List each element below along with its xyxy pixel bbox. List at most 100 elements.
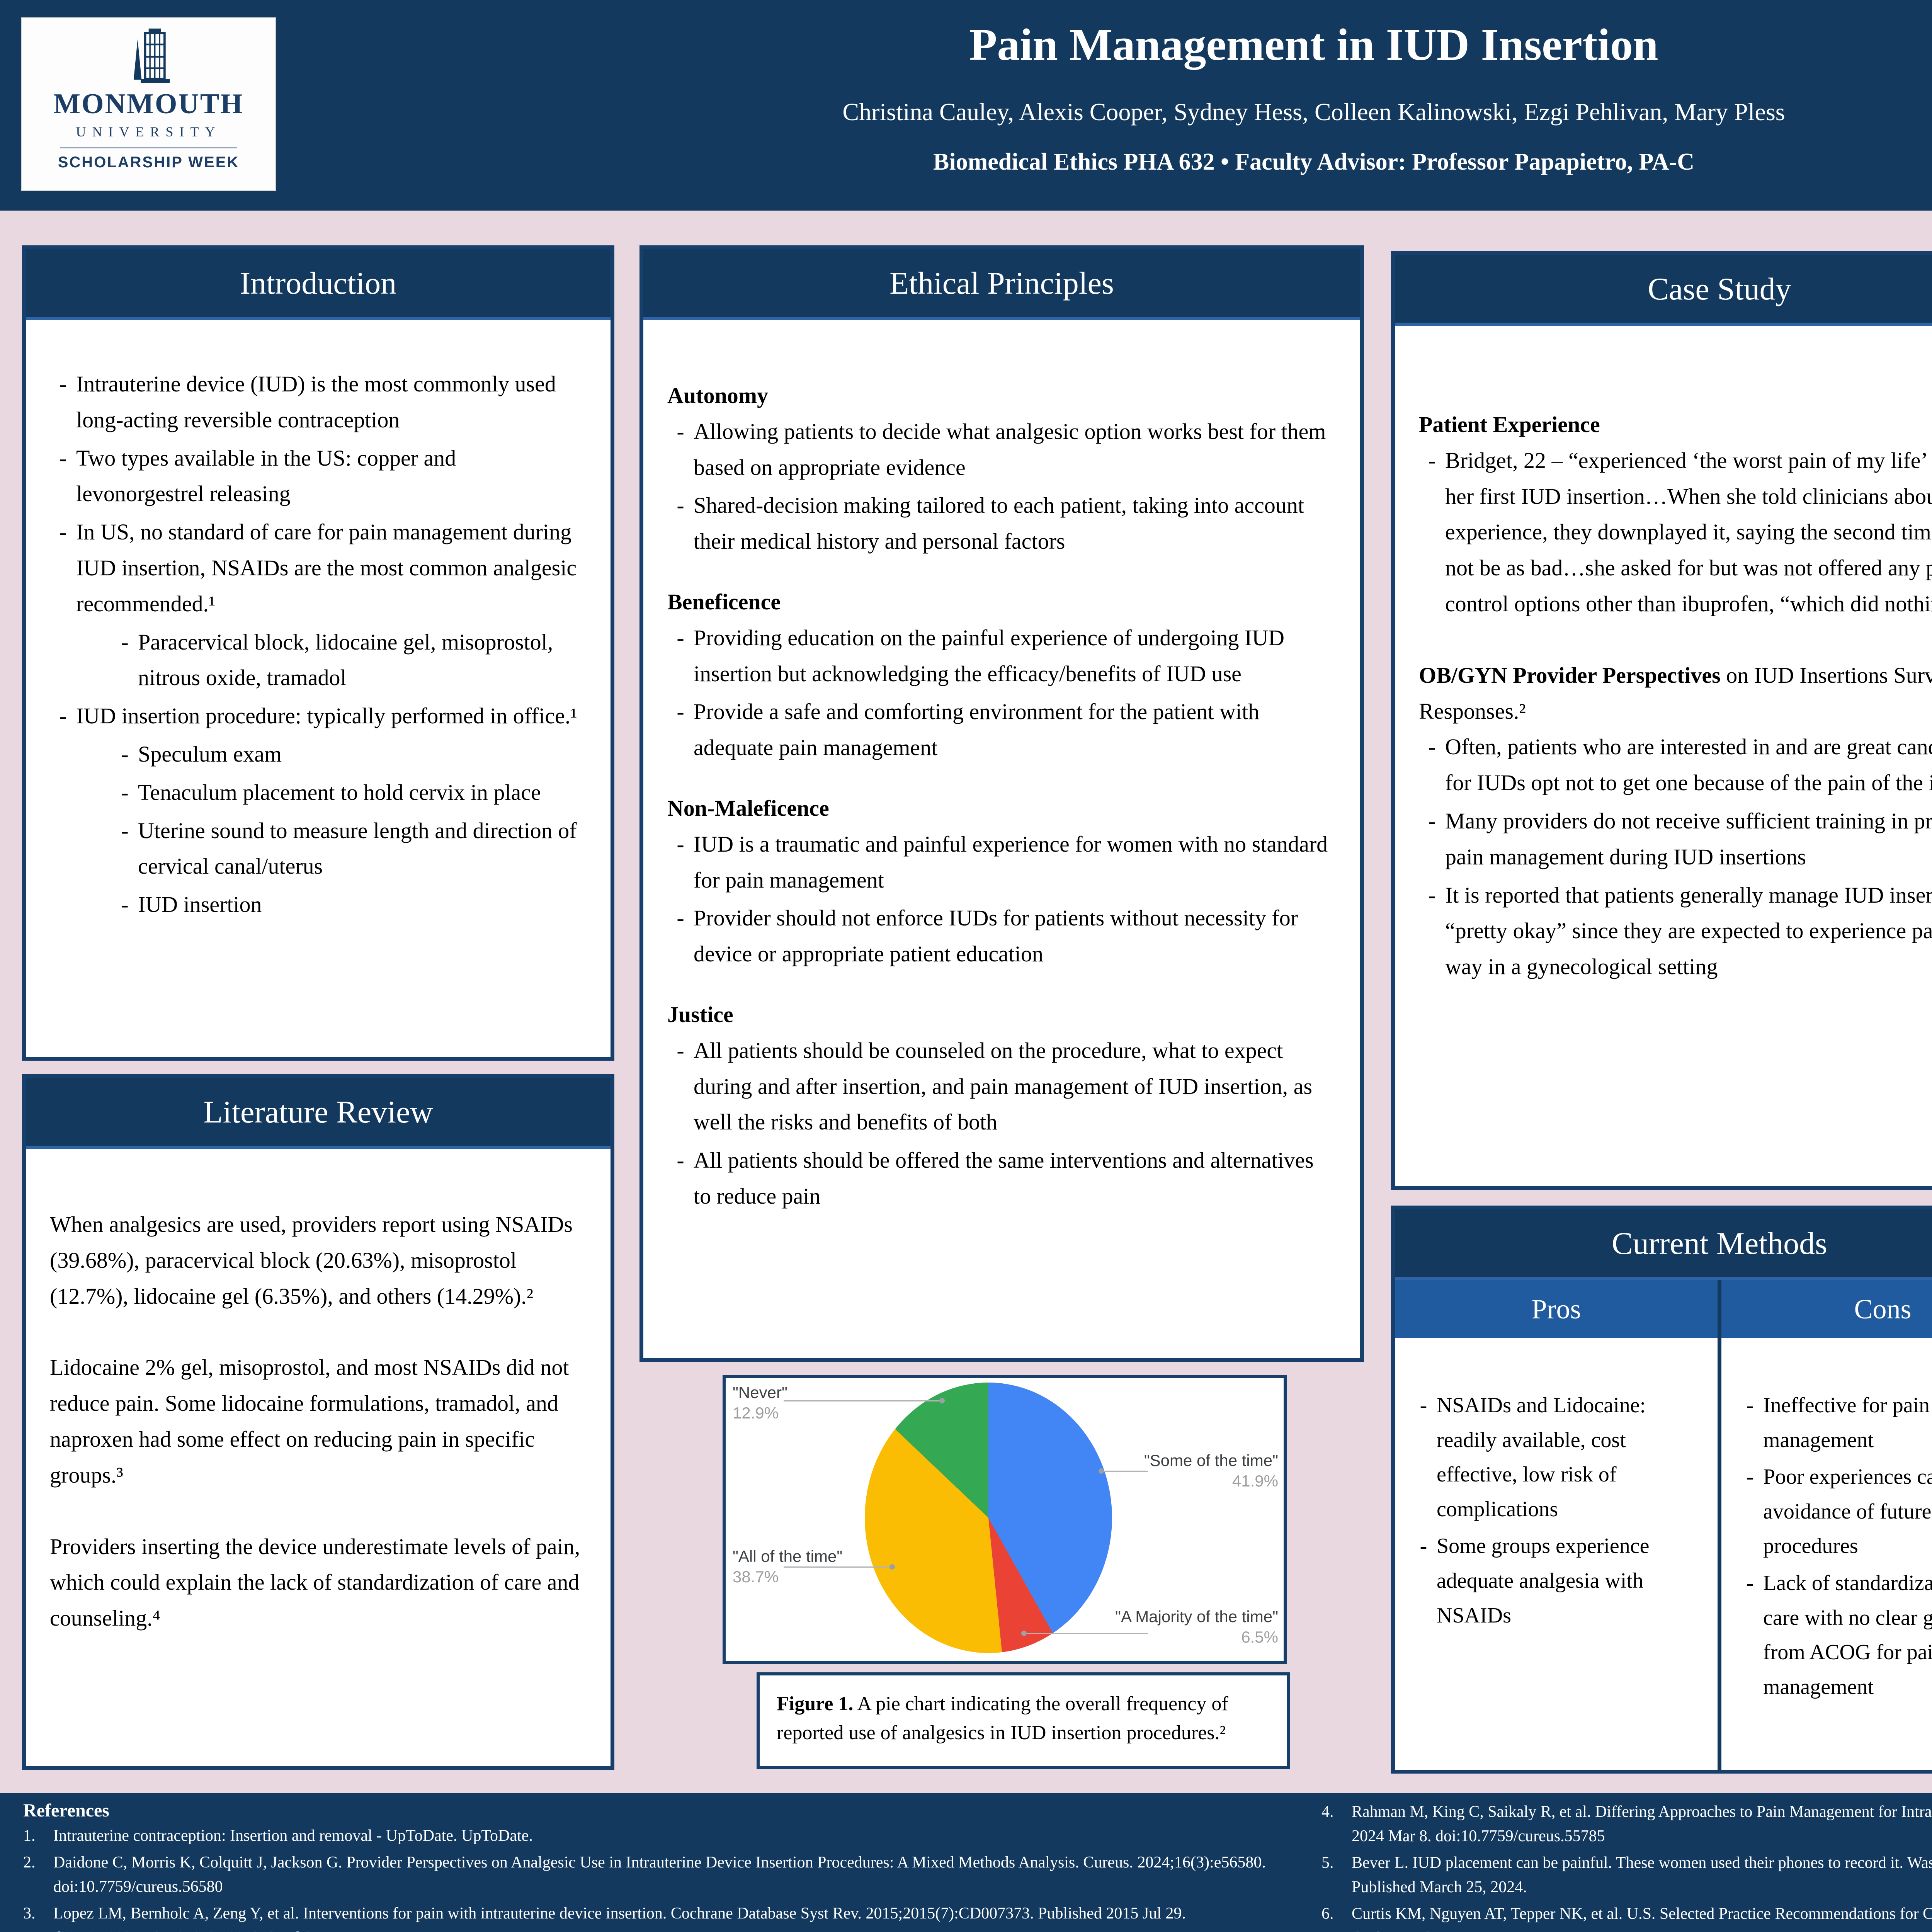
bullet-item: - Many providers do not receive sufficien… <box>1419 803 1932 875</box>
bullet-item: - Some groups experience adequate analges… <box>1410 1529 1702 1633</box>
bullet-marker: - <box>677 1148 684 1173</box>
paragraph: When analgesics are used, providers repo… <box>50 1212 573 1309</box>
bullet-text: IUD insertion <box>138 892 262 917</box>
bullet-item: - Provider should not enforce IUDs for pa… <box>667 900 1336 972</box>
bullet-marker: - <box>1746 1571 1754 1595</box>
bullet-text: All patients should be offered the same … <box>694 1148 1314 1209</box>
bullet-item: - IUD insertion procedure: typically perf… <box>50 698 587 734</box>
figure1-pie-panel: "Never" 12.9% "Some of the time" 41.9% "… <box>723 1375 1287 1664</box>
logo-left-divider <box>60 147 237 148</box>
bullet-text: It is reported that patients generally m… <box>1445 882 1932 980</box>
bullet-item: - Bridget, 22 – “experienced ‘the worst p… <box>1419 443 1932 622</box>
section-introduction-header: Introduction <box>26 249 611 320</box>
pie-label-all-text: "All of the time" <box>733 1547 843 1565</box>
bullet-item: - Often, patients who are interested in a… <box>1419 729 1932 801</box>
bullet-marker: - <box>1420 1534 1427 1558</box>
bullet-item: - Two types available in the US: copper a… <box>50 440 587 512</box>
references-left-column: 1. Intrauterine contraception: Insertion … <box>23 1824 1291 1932</box>
bullet-marker: - <box>677 1037 684 1063</box>
reference-item: 5. Bever L. IUD placement can be painful.… <box>1321 1851 1932 1900</box>
bullet-item: - It is reported that patients generally … <box>1419 878 1932 985</box>
bullet-text: Speculum exam <box>138 741 282 767</box>
bullet-item: - Intrauterine device (IUD) is the most c… <box>50 366 587 438</box>
methods-cons-header: Cons <box>1721 1280 1932 1338</box>
methods-divider-body <box>1718 1338 1721 1770</box>
bullet-item: - Allowing patients to decide what analge… <box>667 414 1336 486</box>
bullet-marker: - <box>1428 734 1436 760</box>
bullet-text: IUD insertion procedure: typically perfo… <box>76 703 577 729</box>
principle-heading: Non-Maleficence <box>667 795 829 821</box>
bullet-marker: - <box>1428 882 1436 908</box>
pie-label-some-value: 41.9% <box>1232 1471 1278 1490</box>
pie-label-some: "Some of the time" 41.9% <box>1124 1451 1278 1491</box>
bullet-text: Many providers do not receive sufficient… <box>1445 808 1932 869</box>
figure1-caption-box: Figure 1. A pie chart indicating the ove… <box>757 1672 1290 1769</box>
case-provider-bullets: - Often, patients who are interested in a… <box>1419 729 1932 985</box>
reference-number: 2. <box>23 1854 36 1871</box>
bullet-text: Ineffective for pain management <box>1763 1393 1930 1452</box>
section-methods-header: Current Methods <box>1395 1209 1932 1280</box>
bullet-text: Two types available in the US: copper an… <box>76 445 456 507</box>
pie-label-never: "Never" 12.9% <box>733 1383 787 1423</box>
logo-scholarship-week: MONMOUTH UNIVERSITY SCHOLARSHIP WEEK <box>21 17 276 191</box>
pie-label-some-text: "Some of the time" <box>1144 1451 1278 1469</box>
section-ethics-header: Ethical Principles <box>643 249 1360 320</box>
reference-number: 1. <box>23 1827 36 1845</box>
bullet-item: - Uterine sound to measure length and dir… <box>50 813 587 885</box>
bullet-text: Tenaculum placement to hold cervix in pl… <box>138 779 541 805</box>
bullet-item: -Poor experiences can lead to avoidance … <box>1737 1460 1932 1564</box>
bullet-marker: - <box>677 905 684 931</box>
bullet-text: Paracervical block, lidocaine gel, misop… <box>138 629 553 690</box>
bullet-marker: - <box>121 779 129 805</box>
bullet-item: - Tenaculum placement to hold cervix in p… <box>50 775 587 811</box>
bullet-marker: - <box>677 418 684 444</box>
bullet-marker: - <box>121 741 129 767</box>
methods-pros-label: Pros <box>1531 1293 1581 1325</box>
bullet-text: NSAIDs and Lidocaine: readily available,… <box>1437 1393 1646 1521</box>
case-provider-heading-bold: OB/GYN Provider Perspectives <box>1419 662 1721 688</box>
bullet-marker: - <box>677 831 684 857</box>
methods-body-row: - NSAIDs and Lidocaine: readily available… <box>1395 1338 1932 1770</box>
pie-label-all: "All of the time" 38.7% <box>733 1546 842 1587</box>
pie-label-all-value: 38.7% <box>733 1567 779 1586</box>
case-patient-bullets: - Bridget, 22 – “experienced ‘the worst p… <box>1419 443 1932 622</box>
pie-dot-never <box>939 1398 945 1403</box>
bullet-item: - NSAIDs and Lidocaine: readily available… <box>1410 1388 1702 1527</box>
bullet-item: - Speculum exam <box>50 736 587 772</box>
paragraph: Providers inserting the device underesti… <box>50 1534 580 1631</box>
references-band: References 1. Intrauterine contraception:… <box>0 1793 1932 1932</box>
bullet-text: Some groups experience adequate analgesi… <box>1437 1534 1650 1628</box>
section-literature-body: When analgesics are used, providers repo… <box>26 1149 611 1695</box>
bullet-marker: - <box>59 519 67 545</box>
poster-title: Pain Management in IUD Insertion <box>969 19 1658 70</box>
pie-label-never-text: "Never" <box>733 1383 787 1401</box>
section-introduction-title: Introduction <box>240 265 397 301</box>
bullet-item: - All patients should be offered the same… <box>667 1143 1336 1214</box>
section-literature-review: Literature Review When analgesics are us… <box>22 1074 614 1770</box>
reference-text: Curtis KM, Nguyen AT, Tepper NK, et al. … <box>1352 1905 1932 1932</box>
methods-pros-header: Pros <box>1395 1280 1718 1338</box>
bullet-text: Provide a safe and comforting environmen… <box>694 699 1260 760</box>
bullet-marker: - <box>59 445 67 471</box>
bullet-item: - IUD is a traumatic and painful experien… <box>667 827 1336 898</box>
section-introduction-body: - Intrauterine device (IUD) is the most c… <box>26 320 611 948</box>
reference-item: 3. Lopez LM, Bernholc A, Zeng Y, et al. I… <box>23 1901 1291 1932</box>
bullet-text: Provider should not enforce IUDs for pat… <box>694 905 1298 967</box>
bullet-marker: - <box>121 629 129 655</box>
bullet-item: - Ineffective for pain management <box>1737 1388 1932 1458</box>
reference-item: 4. Rahman M, King C, Saikaly R, et al. Di… <box>1321 1800 1932 1849</box>
bullet-marker: - <box>677 699 684 724</box>
pie-chart <box>865 1383 1112 1653</box>
bullet-text: Providing education on the painful exper… <box>694 625 1285 686</box>
section-case-title: Case Study <box>1648 271 1791 306</box>
methods-subheader-row: Pros Cons <box>1395 1280 1932 1338</box>
building-icon <box>133 28 170 83</box>
bullet-item: - IUD insertion <box>50 887 587 923</box>
section-case-study: Case Study Patient Experience - Bridget, … <box>1391 251 1932 1190</box>
principle-heading: Justice <box>667 1002 733 1027</box>
section-literature-header: Literature Review <box>26 1078 611 1149</box>
bullet-text: Lack of standardization of care with no … <box>1763 1571 1932 1699</box>
bullet-item: - Provide a safe and comforting environme… <box>667 694 1336 766</box>
bullet-item: - Paracervical block, lidocaine gel, miso… <box>50 624 587 696</box>
